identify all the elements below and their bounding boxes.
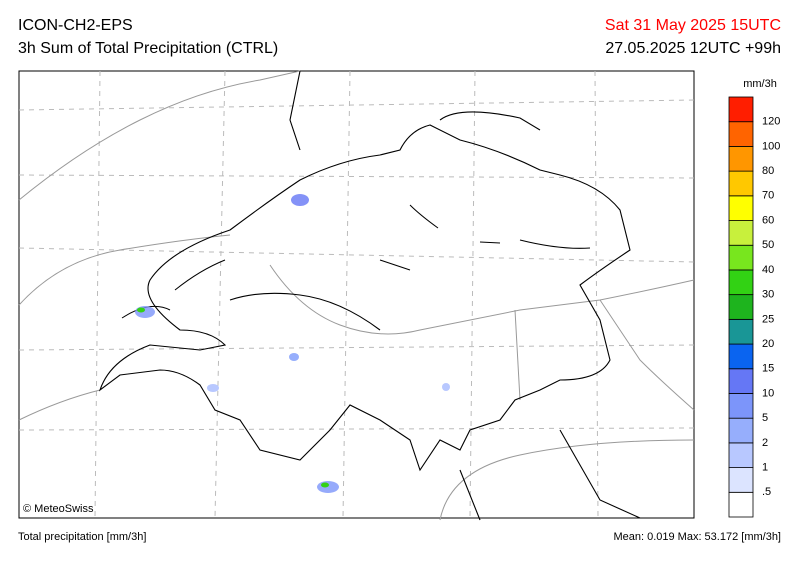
- precip-area: [317, 481, 339, 493]
- precip-area: [137, 307, 145, 313]
- product-name: 3h Sum of Total Precipitation (CTRL): [18, 40, 278, 57]
- precipitation: [135, 194, 450, 493]
- legend-swatch: [728, 170, 754, 197]
- legend-swatch: [728, 343, 754, 370]
- legend-label: 20: [762, 338, 774, 350]
- graticule: [18, 70, 695, 519]
- precip-area: [291, 194, 309, 206]
- legend-swatch: [728, 393, 754, 419]
- footer-stats: Mean: 0.019 Max: 53.172 [mm/3h]: [613, 531, 781, 543]
- legend-label: 15: [762, 363, 774, 375]
- legend-label: 80: [762, 165, 774, 177]
- legend-swatch: [728, 244, 754, 271]
- legend-swatch: [728, 121, 754, 147]
- precip-area: [321, 482, 329, 488]
- precip-area: [207, 384, 219, 392]
- legend-swatch: [728, 318, 754, 345]
- legend-swatch: [728, 442, 754, 468]
- valid-time: Sat 31 May 2025 15UTC: [605, 17, 781, 34]
- country-border: [98, 70, 641, 521]
- legend-swatch: [728, 467, 754, 493]
- legend-label: 2: [762, 437, 768, 449]
- precip-area: [442, 383, 450, 391]
- legend-label: 10: [762, 387, 774, 399]
- legend-label: 120: [762, 116, 780, 128]
- copyright: © MeteoSwiss: [23, 503, 94, 515]
- legend-swatch: [728, 195, 754, 221]
- legend-swatch: [728, 269, 754, 296]
- legend-label: 60: [762, 214, 774, 226]
- legend-swatch: [728, 96, 754, 123]
- map: © MeteoSwiss: [18, 70, 695, 521]
- map-frame: [18, 70, 695, 519]
- legend-label: 100: [762, 140, 780, 152]
- legend-label: 5: [762, 412, 768, 424]
- legend-swatch: [728, 491, 754, 518]
- precip-area: [289, 353, 299, 361]
- legend-swatch: [728, 417, 754, 444]
- legend-label: 25: [762, 313, 774, 325]
- run-time: 27.05.2025 12UTC +99h: [605, 40, 781, 57]
- legend-label: 40: [762, 264, 774, 276]
- region-borders: [18, 70, 695, 521]
- legend-label: 70: [762, 190, 774, 202]
- model-name: ICON-CH2-EPS: [18, 17, 133, 34]
- legend-label: 50: [762, 239, 774, 251]
- legend-label: .5: [762, 486, 771, 498]
- legend-unit: mm/3h: [743, 78, 777, 90]
- legend-label: 1: [762, 461, 768, 473]
- legend-swatch: [728, 220, 754, 246]
- legend-swatch: [728, 146, 754, 172]
- legend-swatch: [728, 294, 754, 320]
- precip-area: [135, 306, 155, 318]
- legend-label: 30: [762, 289, 774, 301]
- footer-variable: Total precipitation [mm/3h]: [18, 531, 146, 543]
- legend-swatch: [728, 368, 754, 394]
